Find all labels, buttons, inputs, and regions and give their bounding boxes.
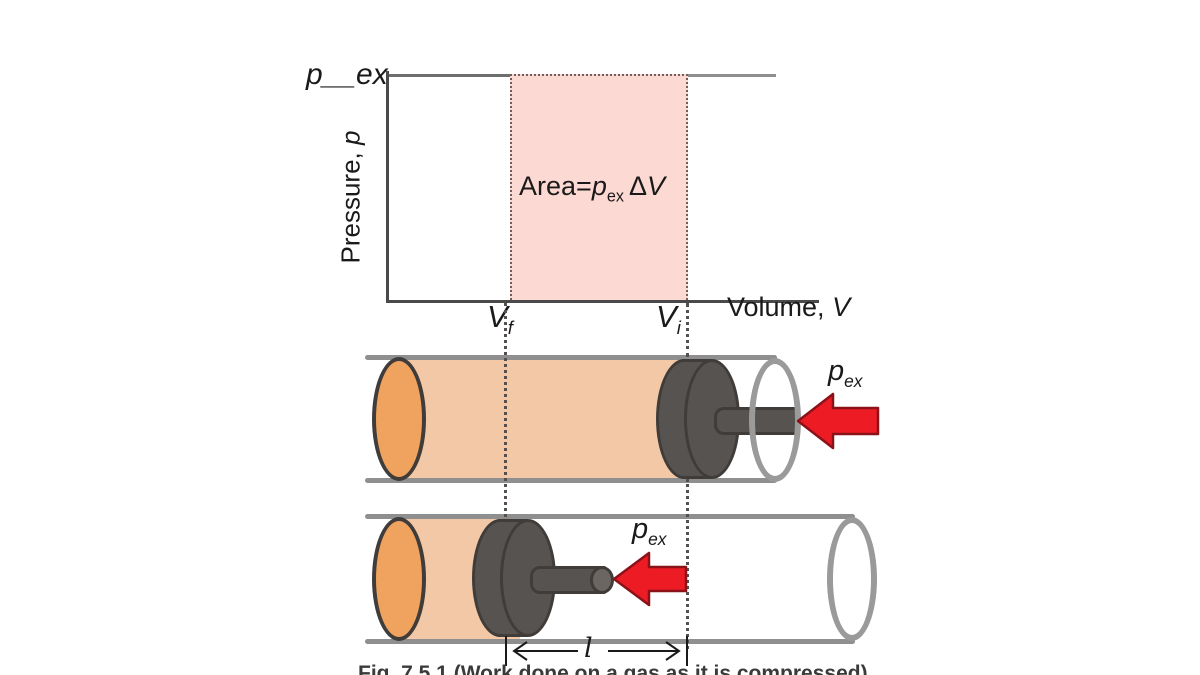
- pex-bottom-p: p: [632, 513, 649, 545]
- pressure-axis-line: [386, 71, 389, 303]
- area-equation-sub: ex: [606, 187, 624, 206]
- vi-guide-dotted-line-upper: [686, 303, 689, 357]
- vi-guide-dotted-line-lower: [686, 479, 689, 649]
- length-marker-arrowhead-left: [512, 641, 528, 661]
- area-equation-label: Area=pex ΔV: [519, 171, 665, 206]
- delta-symbol: Δ: [628, 171, 647, 201]
- gas-fill-middle-cylinder: [398, 359, 706, 479]
- vf-guide-dotted-line: [504, 303, 507, 517]
- pressure-arrow-middle: [796, 392, 880, 450]
- bottom-cylinder-open-end-ring: [827, 517, 877, 641]
- work-area-rectangle: [510, 74, 688, 300]
- area-equation-prefix: Area=: [519, 171, 592, 201]
- pex-middle-sub: ex: [844, 370, 863, 391]
- bottom-cylinder-end-cap: [372, 517, 426, 641]
- pressure-axis-symbol: p: [335, 130, 366, 145]
- area-equation-v: V: [647, 171, 666, 201]
- length-marker-arrowhead-right: [665, 641, 681, 661]
- area-equation-p: p: [591, 171, 607, 201]
- tick-label-vi: Vi: [656, 299, 681, 339]
- pressure-arrow-bottom: [612, 551, 688, 607]
- pex-middle-p: p: [828, 355, 845, 387]
- vi-subscript: i: [676, 317, 681, 339]
- volume-axis-label: Volume, V: [727, 292, 850, 323]
- bottom-cylinder-bottom-wall: [365, 639, 855, 644]
- pex-bottom-sub: ex: [648, 528, 667, 549]
- pex-level-label: p__ex: [306, 58, 388, 91]
- vf-symbol: V: [487, 299, 508, 334]
- bottom-piston-rod-cap: [590, 566, 614, 594]
- middle-cylinder-top-wall: [365, 355, 777, 360]
- pressure-axis-label-text: Pressure,: [335, 144, 366, 264]
- volume-axis-label-text: Volume,: [727, 292, 833, 322]
- figure-caption-clipped: Fig. 7.5.1 (Work done on a gas as it is …: [358, 662, 868, 675]
- pressure-axis-label: Pressure, p: [336, 131, 367, 264]
- middle-cylinder-end-cap: [372, 357, 426, 481]
- pex-level-line-left: [389, 74, 511, 77]
- volume-axis-symbol: V: [832, 292, 851, 322]
- tick-label-vf: Vf: [487, 299, 513, 339]
- middle-cylinder-bottom-wall: [365, 478, 777, 483]
- volume-axis-line: [386, 300, 819, 303]
- vi-symbol: V: [656, 299, 677, 334]
- pex-label-middle: pex: [828, 355, 863, 392]
- pex-label-bottom: pex: [632, 513, 667, 550]
- pex-level-line-right: [687, 74, 776, 77]
- vf-subscript: f: [507, 317, 513, 339]
- middle-cylinder-open-end-ring: [749, 358, 801, 482]
- length-label: l: [584, 633, 593, 664]
- bottom-cylinder-top-wall: [365, 514, 855, 519]
